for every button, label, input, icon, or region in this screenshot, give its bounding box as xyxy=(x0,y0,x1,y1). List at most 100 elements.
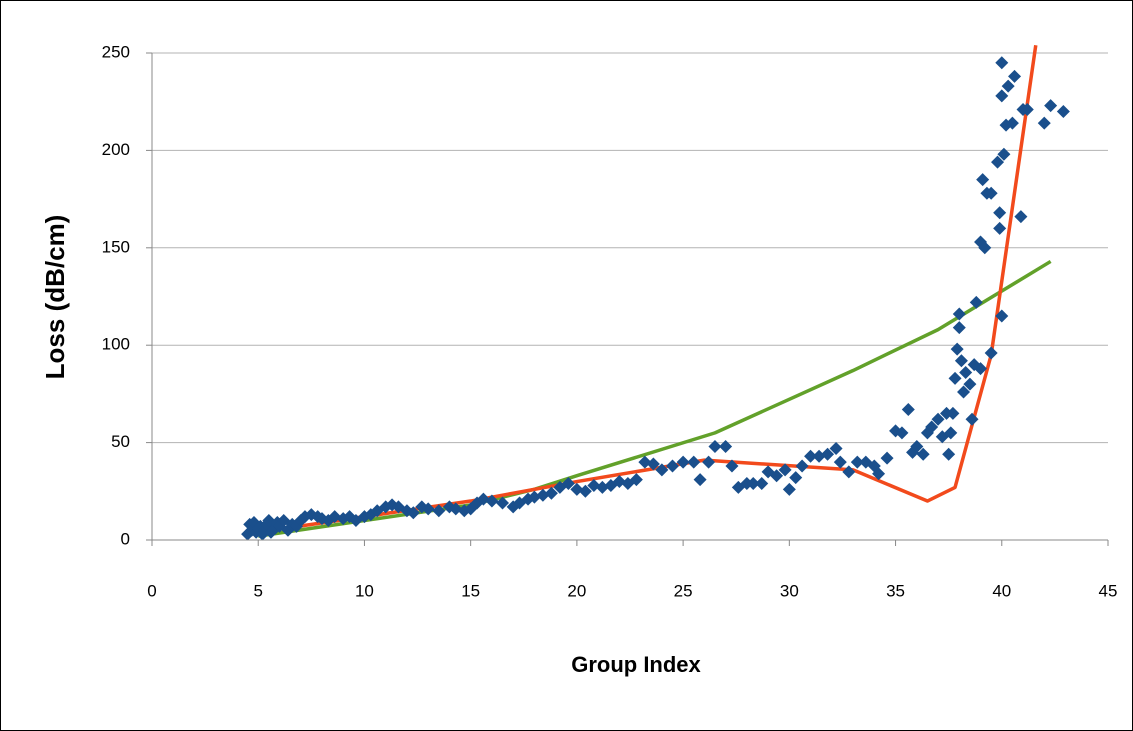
point xyxy=(595,480,609,494)
y-tick-label: 0 xyxy=(121,529,130,548)
point xyxy=(1044,99,1058,113)
point xyxy=(746,477,760,491)
y-tick-label: 250 xyxy=(102,42,130,61)
point xyxy=(587,478,601,492)
x-tick-label: 20 xyxy=(567,581,586,600)
point xyxy=(1020,102,1034,116)
point xyxy=(1001,79,1015,93)
point xyxy=(328,510,342,524)
point xyxy=(984,186,998,200)
point xyxy=(476,492,490,506)
point xyxy=(997,147,1011,161)
point xyxy=(821,447,835,461)
point xyxy=(400,504,414,518)
point xyxy=(995,309,1009,323)
point xyxy=(991,155,1005,169)
point xyxy=(421,502,435,516)
point xyxy=(795,459,809,473)
point xyxy=(957,385,971,399)
x-tick-label: 45 xyxy=(1099,581,1118,600)
point xyxy=(544,486,558,500)
point xyxy=(974,362,988,376)
point xyxy=(629,473,643,487)
point xyxy=(950,342,964,356)
point xyxy=(693,473,707,487)
point xyxy=(946,406,960,420)
x-axis-title: Group Index xyxy=(571,652,701,677)
point xyxy=(829,441,843,455)
point xyxy=(527,490,541,504)
point xyxy=(485,494,499,508)
point xyxy=(812,449,826,463)
point xyxy=(1008,69,1022,83)
x-tick-label: 0 xyxy=(147,581,156,600)
point xyxy=(1056,104,1070,118)
x-tick-label: 10 xyxy=(355,581,374,600)
y-tick-label: 200 xyxy=(102,140,130,159)
line xyxy=(257,259,1052,538)
point xyxy=(638,455,652,469)
point xyxy=(833,455,847,469)
point xyxy=(963,377,977,391)
point xyxy=(262,514,276,528)
point xyxy=(944,426,958,440)
point xyxy=(976,173,990,187)
point xyxy=(895,426,909,440)
point xyxy=(646,457,660,471)
point xyxy=(449,502,463,516)
point xyxy=(665,459,679,473)
point xyxy=(1005,116,1019,130)
point xyxy=(496,496,510,510)
point xyxy=(942,447,956,461)
point xyxy=(984,346,998,360)
ticks: 0 50 100 150 200 250 0 5 10 15 20 25 30 35 40 45 xyxy=(102,42,1118,600)
point xyxy=(842,465,856,479)
point xyxy=(931,412,945,426)
point xyxy=(702,455,716,469)
point xyxy=(872,467,886,481)
point xyxy=(995,89,1009,103)
y-tick-label: 100 xyxy=(102,335,130,354)
point xyxy=(952,321,966,335)
point xyxy=(561,477,575,491)
x-tick-label: 15 xyxy=(461,581,480,600)
point xyxy=(959,365,973,379)
point xyxy=(993,206,1007,220)
point xyxy=(719,439,733,453)
x-tick-label: 30 xyxy=(780,581,799,600)
point xyxy=(1037,116,1051,130)
point xyxy=(364,508,378,522)
point xyxy=(612,475,626,489)
point xyxy=(676,455,690,469)
x-tick-label: 40 xyxy=(992,581,1011,600)
point xyxy=(954,354,968,368)
point xyxy=(978,241,992,255)
point xyxy=(995,56,1009,70)
point xyxy=(850,455,864,469)
point xyxy=(952,307,966,321)
point xyxy=(432,504,446,518)
point xyxy=(770,469,784,483)
y-tick-label: 150 xyxy=(102,237,130,256)
point xyxy=(880,451,894,465)
x-tick-label: 35 xyxy=(886,581,905,600)
point xyxy=(916,447,930,461)
point xyxy=(578,484,592,498)
point xyxy=(725,459,739,473)
point xyxy=(655,463,669,477)
point xyxy=(789,471,803,485)
point xyxy=(965,412,979,426)
point xyxy=(969,295,983,309)
point xyxy=(1014,210,1028,224)
y-axis-title: Loss (dB/cm) xyxy=(40,215,70,380)
point xyxy=(782,482,796,496)
point xyxy=(755,477,769,491)
point xyxy=(570,482,584,496)
point xyxy=(406,506,420,520)
point xyxy=(778,463,792,477)
points xyxy=(241,56,1070,541)
x-tick-label: 25 xyxy=(674,581,693,600)
point xyxy=(948,371,962,385)
point xyxy=(708,439,722,453)
